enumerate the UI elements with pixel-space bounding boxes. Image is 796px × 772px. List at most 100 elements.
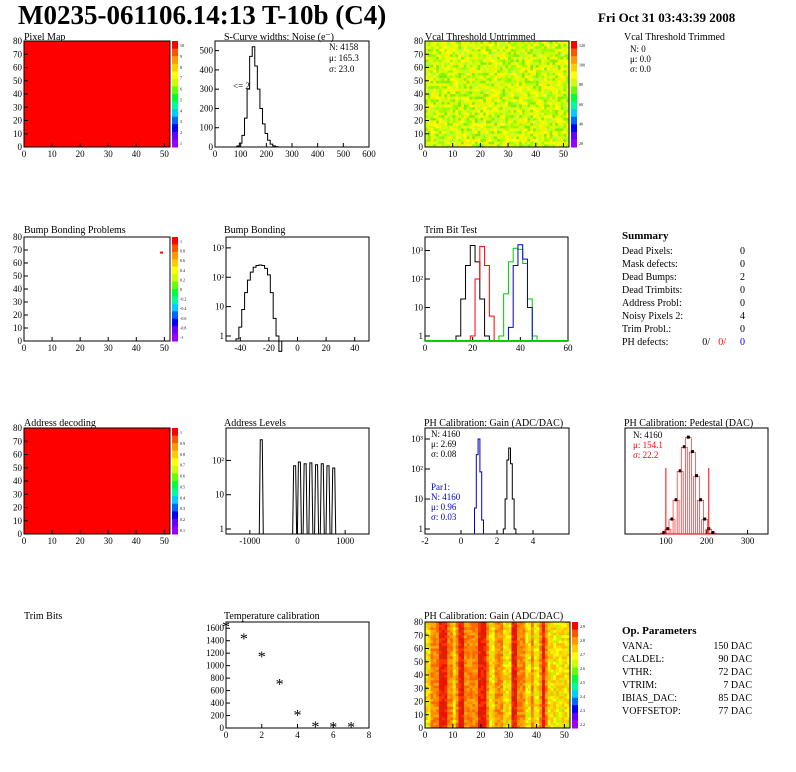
vcal-cell <box>458 131 462 135</box>
vcal-cell <box>485 64 490 68</box>
vcal-cell <box>538 107 542 111</box>
ph-gain-map-cell <box>550 622 554 626</box>
vcal-cell <box>469 51 473 55</box>
vcal-cell <box>472 136 476 140</box>
ph-gain-map-cell <box>425 643 429 647</box>
ph-gain-map-cell <box>539 712 543 716</box>
vcal-cell <box>505 64 509 68</box>
ph-gain-map-cell <box>430 637 434 641</box>
ph-gain-map-cell <box>500 706 504 710</box>
vcal-cell <box>510 54 515 58</box>
ph-gain-map-cell <box>503 701 507 705</box>
vcal-cell <box>483 104 487 108</box>
ph-gain-map-cell <box>477 635 482 639</box>
ph-gain-map-cell <box>536 627 540 631</box>
ph-gain-map-cell <box>511 704 515 708</box>
vcal-cell <box>555 59 559 63</box>
ph-gain-map-cell <box>461 632 465 636</box>
pixel-map-ytick-label: 70 <box>13 49 23 59</box>
ph-gain-map-cell <box>489 651 493 655</box>
vcal-cell <box>469 62 473 66</box>
ph-gain-map-cell <box>447 701 451 705</box>
ph-gain-map-cell <box>491 675 496 679</box>
address-decoding-palette-cell <box>172 511 178 520</box>
vcal-cell <box>491 104 495 108</box>
ph-gain-map-cell <box>508 720 512 724</box>
ph-gain-map-cell <box>491 645 496 649</box>
vcal-cell <box>519 41 523 45</box>
vcal-cell <box>510 46 515 50</box>
ph-gain-map-cell <box>558 701 563 705</box>
ph-gain-map-cell <box>539 659 543 663</box>
vcal-cell <box>499 112 503 116</box>
ph-gain-map-cell <box>441 693 445 697</box>
ph-gain-map-cell <box>447 651 451 655</box>
vcal-cell <box>427 131 431 135</box>
vcal-cell <box>485 43 490 47</box>
ph-gain-map-cell <box>475 712 479 716</box>
vcal-cell <box>549 104 553 108</box>
ph-gain-map-cell <box>530 680 535 684</box>
vcal-cell <box>544 80 548 84</box>
vcal-cell <box>527 80 531 84</box>
vcal-cell <box>499 75 503 79</box>
vcal-cell <box>519 128 523 132</box>
ph-gain-map-cell <box>466 690 471 694</box>
ph-gain-map-cell <box>503 725 507 729</box>
vcal-cell <box>449 104 454 108</box>
address-level-peak <box>302 463 308 535</box>
vcal-cell <box>533 96 537 100</box>
vcal-cell <box>461 72 465 76</box>
vcal-cell <box>483 136 487 140</box>
ph-gain-map-cell <box>556 725 560 729</box>
noise-xtick-label: 400 <box>311 149 325 159</box>
ph-gain-map-cell <box>489 661 493 665</box>
ph-gain-map-cell <box>464 643 468 647</box>
vcal-cell <box>557 43 562 47</box>
summary-ph-v2: 0/ <box>718 337 726 348</box>
ph-gain-map-cell <box>425 690 429 694</box>
ph-gain-map-cell <box>517 709 521 713</box>
ph-gain-map-cell <box>447 653 451 657</box>
vcal-cell <box>433 67 437 71</box>
vcal-cell <box>530 136 534 140</box>
vcal-cell <box>566 136 570 140</box>
ph-gain-map-cell <box>550 643 554 647</box>
ph-gain-map-cell <box>505 632 510 636</box>
ph-gain-map-cell <box>475 706 479 710</box>
ph-gain-map-cell <box>464 640 468 644</box>
ph-gain-map-cell <box>450 677 454 681</box>
vcal-cell <box>466 72 470 76</box>
vcal-cell <box>455 125 459 129</box>
vcal-cell <box>566 80 570 84</box>
vcal-cell <box>530 94 534 98</box>
ph-gain-map-xtick-label: 30 <box>504 730 514 740</box>
ph-gain-map-cell <box>427 717 431 721</box>
address-decoding-palette-cell <box>172 428 178 437</box>
vcal-cell <box>538 101 542 105</box>
vcal-cell <box>538 62 542 66</box>
vcal-cell <box>441 99 445 103</box>
ph-gain-map-cell <box>489 656 493 660</box>
ph-gain-map-cell <box>466 667 471 671</box>
vcal-cell <box>472 51 476 55</box>
vcal-cell <box>458 96 462 100</box>
vcal-cell <box>521 88 526 92</box>
vcal-cell <box>535 72 539 76</box>
vcal-cell <box>436 133 440 137</box>
ph-gain-map-cell <box>508 706 512 710</box>
pixel-map-ytick-label: 0 <box>18 142 23 152</box>
ph-gain-map-cell <box>475 675 479 679</box>
vcal-cell <box>463 141 467 145</box>
vcal-cell <box>519 67 523 71</box>
vcal-cell <box>441 133 445 137</box>
vcal-cell <box>552 83 556 87</box>
ph-gain-map-cell <box>455 645 459 649</box>
ph-gain-map-cell <box>561 704 565 708</box>
vcal-cell <box>541 136 545 140</box>
vcal-cell <box>533 62 537 66</box>
vcal-cell <box>461 109 465 113</box>
vcal-cell <box>533 72 537 76</box>
vcal-cell <box>510 72 515 76</box>
ph-gain-map-cell <box>519 667 523 671</box>
